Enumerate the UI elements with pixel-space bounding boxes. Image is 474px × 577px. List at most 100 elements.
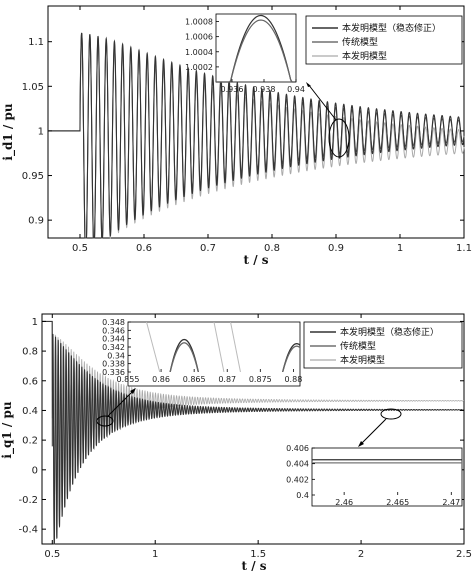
inset-ticks-bottom-upper: 0.855 0.86 0.865 0.87 0.875 0.880.3360.3380.3… — [102, 318, 302, 384]
zoom-arrow-top — [307, 83, 337, 121]
y-tick-label: 0.8 — [22, 347, 38, 358]
inset-x-tick-label: 2.47 — [442, 498, 460, 507]
inset-x-tick-label: 0.855 — [117, 375, 140, 384]
inset-x-tick-label: 0.936 — [221, 85, 244, 94]
inset-y-tick-label: 0.342 — [102, 343, 125, 352]
y-tick-label: 0 — [32, 465, 38, 476]
inset-box-top — [215, 13, 297, 83]
x-tick-label: 1.1 — [456, 243, 472, 254]
inset-x-tick-label: 0.88 — [284, 375, 302, 384]
inset-hump-line — [282, 345, 300, 372]
inset-y-tick-label: 1.0006 — [185, 33, 213, 42]
x-ticks-top: 0.5 0.6 0.7 0.8 0.9 1 1.1 — [72, 6, 472, 254]
inset-bottom-lower: 2.46 2.465 2.47 0.4 0.402 0.404 0.406 — [286, 444, 463, 507]
zoom-ellipse-bottom-2 — [380, 408, 402, 420]
inset-x-tick-label: 0.87 — [218, 375, 236, 384]
x-tick-label: 1 — [152, 549, 158, 560]
inset-light-line — [213, 322, 225, 372]
legend-label-traditional: 传统模型 — [342, 36, 378, 48]
inset-y-tick-label: 0.406 — [286, 444, 309, 453]
inset-ticks-top: 0.936 0.938 0.94 1.0002 1.0004 1.0006 1.0008 — [185, 18, 305, 94]
legend-label-corrected-2: 本发明模型（稳态修正） — [340, 326, 439, 338]
legend-label-proposed: 本发明模型 — [342, 50, 387, 62]
inset-box-bottom-lower — [311, 447, 463, 507]
series-lines-top — [48, 32, 465, 240]
y-axis-label-bottom: i_q1 / pu — [0, 401, 15, 458]
x-tick-label: 2.5 — [456, 549, 472, 560]
inset-x-tick-label: 0.86 — [152, 375, 170, 384]
inset-light-line — [230, 322, 241, 372]
inset-x-tick-label: 2.465 — [386, 498, 409, 507]
legend-bottom: 本发明模型（稳态修正） 传统模型 本发明模型 — [303, 321, 463, 369]
inset-y-tick-label: 0.338 — [102, 360, 125, 369]
x-ticks-bottom: 0.5 1 1.5 2 2.5 — [44, 314, 472, 560]
y-axis-label-top: i_d1 / pu — [1, 103, 16, 160]
inset-x-tick-label: 0.865 — [183, 375, 206, 384]
inset-y-tick-label: 0.34 — [107, 351, 125, 360]
inset-y-tick-label: 0.346 — [102, 326, 125, 335]
zoom-arrow-bottom-2 — [359, 418, 387, 446]
y-tick-label: 1 — [38, 126, 44, 137]
y-tick-label: 0.6 — [22, 376, 38, 387]
inset-y-tick-label: 1.0008 — [185, 18, 213, 27]
inset-hump-line — [169, 342, 199, 372]
inset-box-bottom-upper — [127, 321, 301, 387]
inset-upper-curves — [146, 322, 300, 372]
inset-x-tick-label: 0.938 — [253, 85, 276, 94]
y-ticks-top: 0.9 0.95 1 1.05 1.1 — [22, 37, 464, 227]
chart-bottom: 0.5 1 1.5 2 2.5 -0.4 -0.2 0 0.2 0.4 0.6 0.8 1 t / s… — [0, 313, 472, 573]
x-tick-label: 1.5 — [250, 549, 266, 560]
y-tick-label: 0.95 — [22, 171, 44, 182]
series-line — [42, 320, 465, 545]
inset-y-tick-label: 0.348 — [102, 318, 125, 327]
zoom-arrowhead-bottom-2 — [358, 441, 364, 447]
inset-y-tick-label: 0.402 — [286, 475, 309, 484]
inset-lines-bottom-upper — [146, 322, 300, 372]
y-tick-label: 1 — [32, 317, 38, 328]
inset-x-tick-label: 0.94 — [287, 85, 305, 94]
inset-peak-line — [216, 19, 296, 83]
y-tick-label: 0.4 — [22, 406, 38, 417]
inset-y-tick-label: 0.344 — [102, 335, 125, 344]
legend-label-traditional-2: 传统模型 — [340, 340, 376, 352]
inset-light-line — [146, 322, 161, 372]
x-tick-label: 0.8 — [264, 243, 280, 254]
inset-ticks-bottom-lower: 2.46 2.465 2.47 0.4 0.402 0.404 0.406 — [286, 444, 460, 507]
y-tick-label: 1.05 — [22, 82, 44, 93]
zoom-arrow-bottom-1 — [107, 389, 135, 417]
zoom-ellipse-top — [328, 118, 350, 158]
x-axis-label-top: t / s — [243, 253, 268, 267]
inset-x-tick-label: 2.46 — [335, 498, 353, 507]
inset-x-tick-label: 0.875 — [249, 375, 272, 384]
x-tick-label: 0.7 — [200, 243, 216, 254]
x-tick-label: 2 — [358, 549, 364, 560]
x-axis-label-bottom: t / s — [241, 559, 266, 573]
zoom-arrowhead-top — [306, 82, 311, 87]
x-tick-label: 0.5 — [44, 549, 60, 560]
inset-top: 0.936 0.938 0.94 1.0002 1.0004 1.0006 1.0008 — [185, 13, 305, 94]
legend-label-proposed-2: 本发明模型 — [340, 354, 385, 366]
y-ticks-bottom: -0.4 -0.2 0 0.2 0.4 0.6 0.8 1 — [18, 317, 464, 536]
chart-top: 0.5 0.6 0.7 0.8 0.9 1 1.1 0.9 0.95 1 1.05 1.1 t / … — [1, 5, 472, 267]
zoom-ellipse-bottom-1 — [96, 415, 114, 427]
zoom-arrowhead-bottom-1 — [130, 388, 136, 394]
inset-bottom-upper: 0.855 0.86 0.865 0.87 0.875 0.880.3360.3380.3… — [102, 318, 302, 387]
inset-y-tick-label: 0.4 — [296, 491, 309, 500]
inset-y-tick-label: 1.0004 — [185, 48, 213, 57]
y-tick-label: 0.2 — [22, 436, 38, 447]
series-line — [48, 32, 465, 239]
inset-y-tick-label: 0.336 — [102, 368, 125, 377]
x-tick-label: 0.9 — [328, 243, 344, 254]
y-tick-label: 0.9 — [28, 216, 44, 227]
inset-y-tick-label: 0.404 — [286, 460, 309, 469]
y-tick-label: -0.2 — [18, 495, 38, 506]
inset-y-tick-label: 1.0002 — [185, 63, 213, 72]
y-tick-label: -0.4 — [18, 525, 38, 536]
inset-lines-top — [216, 14, 296, 83]
x-tick-label: 1 — [397, 243, 403, 254]
legend-top: 本发明模型（稳态修正） 传统模型 本发明模型 — [305, 15, 463, 65]
x-tick-label: 0.6 — [136, 243, 152, 254]
x-tick-label: 0.5 — [72, 243, 88, 254]
legend-label-corrected: 本发明模型（稳态修正） — [342, 22, 441, 34]
